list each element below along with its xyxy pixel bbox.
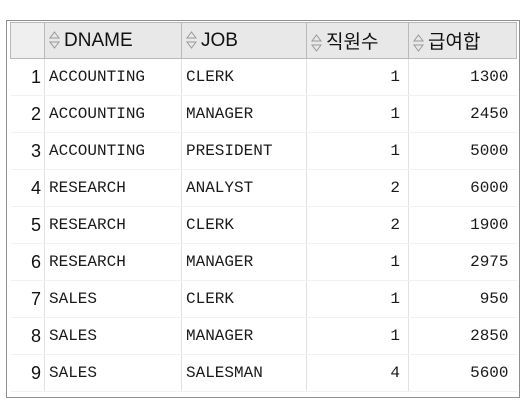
cell-salary-sum[interactable]: 5000 bbox=[408, 132, 517, 170]
cell-salary-sum[interactable]: 5600 bbox=[408, 354, 517, 392]
cell-employee-count[interactable]: 1 bbox=[306, 317, 409, 355]
column-header-label: 급여합 bbox=[428, 32, 481, 53]
sort-arrows-icon[interactable] bbox=[311, 34, 322, 52]
row-number: 4 bbox=[10, 169, 45, 207]
cell-employee-count[interactable]: 1 bbox=[306, 95, 409, 133]
row-number: 6 bbox=[10, 243, 45, 281]
column-header-salary-sum[interactable]: 급여합 bbox=[408, 22, 517, 59]
table-row[interactable]: 4 RESEARCH ANALYST 2 6000 bbox=[10, 169, 517, 207]
cell-salary-sum[interactable]: 2850 bbox=[408, 317, 517, 355]
cell-employee-count[interactable]: 1 bbox=[306, 243, 409, 281]
row-number-header[interactable] bbox=[10, 22, 45, 59]
column-header-dname[interactable]: DNAME bbox=[44, 22, 182, 59]
table-row[interactable]: 9 SALES SALESMAN 4 5600 bbox=[10, 354, 517, 392]
sort-arrows-icon[interactable] bbox=[49, 31, 60, 50]
cell-employee-count[interactable]: 1 bbox=[306, 58, 409, 96]
cell-employee-count[interactable]: 2 bbox=[306, 169, 409, 207]
cell-dname[interactable]: ACCOUNTING bbox=[44, 132, 182, 170]
cell-salary-sum[interactable]: 6000 bbox=[408, 169, 517, 207]
cell-job[interactable]: CLERK bbox=[181, 58, 307, 96]
table-row[interactable]: 1 ACCOUNTING CLERK 1 1300 bbox=[10, 58, 517, 96]
cell-dname[interactable]: SALES bbox=[44, 354, 182, 392]
sort-arrows-icon[interactable] bbox=[413, 34, 424, 52]
cell-dname[interactable]: RESEARCH bbox=[44, 243, 182, 281]
table-row[interactable]: 6 RESEARCH MANAGER 1 2975 bbox=[10, 243, 517, 281]
query-results-grid: DNAME JOB 직원수 급여합 bbox=[10, 22, 517, 392]
column-header-label: JOB bbox=[201, 29, 238, 51]
cell-dname[interactable]: SALES bbox=[44, 280, 182, 318]
header-row: DNAME JOB 직원수 급여합 bbox=[10, 22, 517, 59]
cell-job[interactable]: MANAGER bbox=[181, 243, 307, 281]
cell-job[interactable]: CLERK bbox=[181, 206, 307, 244]
cell-salary-sum[interactable]: 1900 bbox=[408, 206, 517, 244]
cell-salary-sum[interactable]: 1300 bbox=[408, 58, 517, 96]
row-number: 8 bbox=[10, 317, 45, 355]
table-row[interactable]: 5 RESEARCH CLERK 2 1900 bbox=[10, 206, 517, 244]
cell-salary-sum[interactable]: 2975 bbox=[408, 243, 517, 281]
table-row[interactable]: 8 SALES MANAGER 1 2850 bbox=[10, 317, 517, 355]
cell-employee-count[interactable]: 4 bbox=[306, 354, 409, 392]
column-header-job[interactable]: JOB bbox=[181, 22, 307, 59]
sort-arrows-icon[interactable] bbox=[186, 31, 197, 50]
row-number: 7 bbox=[10, 280, 45, 318]
cell-employee-count[interactable]: 1 bbox=[306, 132, 409, 170]
column-header-label: 직원수 bbox=[326, 32, 379, 53]
cell-dname[interactable]: RESEARCH bbox=[44, 169, 182, 207]
table-row[interactable]: 7 SALES CLERK 1 950 bbox=[10, 280, 517, 318]
cell-dname[interactable]: ACCOUNTING bbox=[44, 95, 182, 133]
table-row[interactable]: 3 ACCOUNTING PRESIDENT 1 5000 bbox=[10, 132, 517, 170]
cell-employee-count[interactable]: 1 bbox=[306, 280, 409, 318]
row-number: 1 bbox=[10, 58, 45, 96]
cell-dname[interactable]: SALES bbox=[44, 317, 182, 355]
cell-job[interactable]: ANALYST bbox=[181, 169, 307, 207]
cell-job[interactable]: MANAGER bbox=[181, 317, 307, 355]
cell-job[interactable]: PRESIDENT bbox=[181, 132, 307, 170]
cell-salary-sum[interactable]: 2450 bbox=[408, 95, 517, 133]
column-header-employee-count[interactable]: 직원수 bbox=[306, 22, 409, 59]
row-number: 2 bbox=[10, 95, 45, 133]
row-number: 3 bbox=[10, 132, 45, 170]
cell-dname[interactable]: ACCOUNTING bbox=[44, 58, 182, 96]
cell-employee-count[interactable]: 2 bbox=[306, 206, 409, 244]
cell-dname[interactable]: RESEARCH bbox=[44, 206, 182, 244]
table-row[interactable]: 2 ACCOUNTING MANAGER 1 2450 bbox=[10, 95, 517, 133]
cell-job[interactable]: SALESMAN bbox=[181, 354, 307, 392]
cell-job[interactable]: CLERK bbox=[181, 280, 307, 318]
cell-job[interactable]: MANAGER bbox=[181, 95, 307, 133]
row-number: 5 bbox=[10, 206, 45, 244]
cell-salary-sum[interactable]: 950 bbox=[408, 280, 517, 318]
row-number: 9 bbox=[10, 354, 45, 392]
column-header-label: DNAME bbox=[64, 29, 133, 51]
